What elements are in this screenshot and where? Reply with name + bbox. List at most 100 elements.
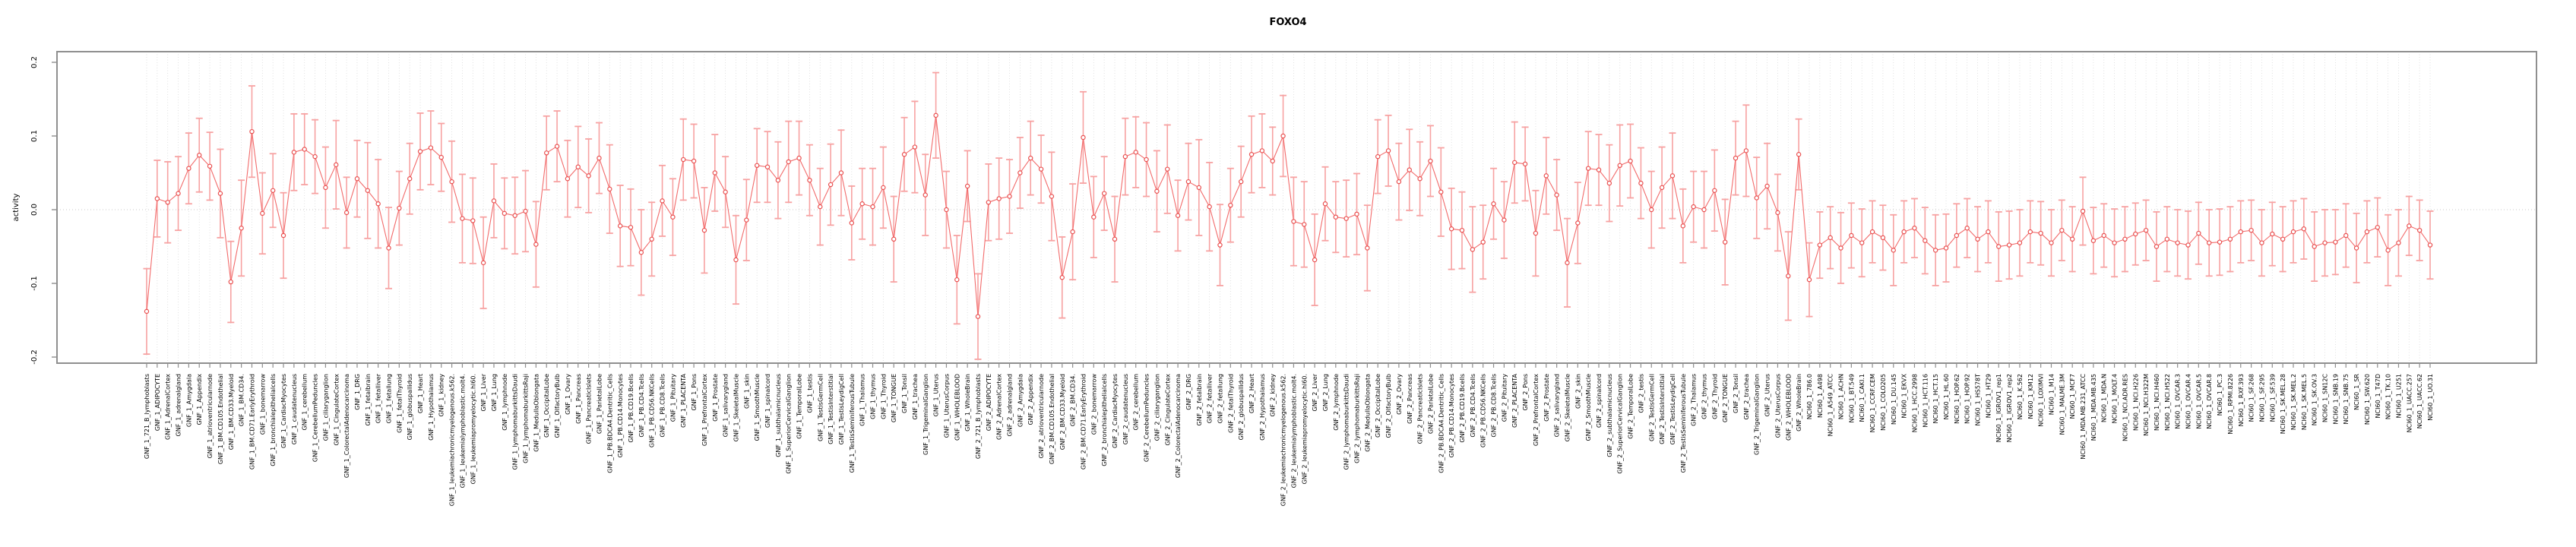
x-tick-label: GNF_2_Thalamus	[1691, 374, 1698, 426]
x-tick-label: GNF_1_CerebellumPeduncles	[312, 374, 319, 462]
data-point	[1996, 244, 2002, 249]
x-tick-label: GNF_2_leukemialymphoblastic.molt4.	[1290, 374, 1297, 488]
data-point	[2322, 240, 2328, 245]
data-point	[660, 198, 665, 204]
x-tick-label: NCI60_1_NCI.H460	[2154, 374, 2160, 431]
data-point	[954, 277, 960, 283]
data-point	[1596, 167, 1602, 172]
data-point	[881, 185, 886, 191]
x-tick-label: NCI60_1_OVCAR.8	[2206, 374, 2213, 429]
x-tick-label: GNF_2_Hypothalamus	[1259, 374, 1266, 441]
x-tick-label: GNF_1_WHOLEBLOOD	[954, 374, 960, 441]
data-point	[512, 213, 517, 218]
y-tick-label: 0.2	[30, 56, 39, 68]
data-point	[1333, 214, 1339, 220]
data-point	[775, 177, 781, 183]
x-tick-label: GNF_2_ADIPOCYTE	[986, 374, 992, 431]
data-point	[912, 144, 918, 150]
data-point	[2238, 229, 2243, 235]
x-tick-label: GNF_1_subthalamicnucleus	[775, 374, 782, 457]
x-tick-label: GNF_2_721_B_lymphoblasts	[975, 374, 982, 459]
x-tick-label: GNF_2_Pituitary	[1501, 374, 1508, 422]
x-tick-label: GNF_1_leukemiachronicmyelogenous.k562.	[449, 374, 456, 506]
x-tick-label: GNF_1_kidney	[438, 374, 445, 417]
data-point	[996, 196, 1002, 201]
data-point	[438, 154, 444, 160]
data-point	[1144, 157, 1149, 163]
data-point	[2090, 238, 2097, 243]
x-tick-label: GNF_1_salivarygland	[723, 374, 729, 437]
data-point	[2312, 244, 2317, 249]
data-point	[2364, 229, 2370, 235]
data-point	[386, 245, 391, 251]
data-point	[365, 188, 371, 193]
x-tick-label: NCI60_1_SW.620	[2364, 374, 2371, 425]
data-point	[449, 179, 454, 185]
data-point	[502, 210, 508, 217]
data-point	[2343, 232, 2349, 239]
x-tick-label: NCI60_1_MCF7	[2069, 374, 2076, 419]
x-tick-label: GNF_2_BM.CD34.	[1070, 374, 1077, 426]
x-tick-label: GNF_2_subthalamicnucleus	[1606, 374, 1613, 457]
data-point	[1365, 245, 1370, 251]
data-point	[2407, 223, 2412, 229]
data-point	[681, 157, 686, 163]
x-tick-label: GNF_2_BM.CD105.Endothelial	[1049, 374, 1055, 464]
data-point	[807, 177, 812, 183]
y-tick-label: 0.0	[30, 204, 39, 216]
data-point	[270, 188, 276, 193]
data-point	[176, 191, 181, 196]
x-tick-label: GNF_2_UterusCorpus	[1774, 374, 1781, 438]
x-tick-label: GNF_1_TestisSeminiferousTubule	[849, 374, 856, 473]
x-tick-label: GNF_2_DRG	[1185, 374, 1192, 410]
x-tick-label: NCI60_1_HOP.92	[1964, 374, 1971, 424]
x-tick-label: GNF_2_lymphnode	[1333, 374, 1340, 431]
x-tick-label: GNF_1_AdrenalCortex	[165, 374, 172, 440]
data-point	[1533, 230, 1539, 236]
x-tick-label: NCI60_1_SNB.19	[2332, 374, 2339, 424]
data-point	[2017, 240, 2023, 245]
data-point	[2101, 232, 2106, 239]
data-point	[964, 183, 970, 189]
data-point	[1459, 227, 1465, 233]
data-point	[1585, 166, 1591, 171]
data-point	[1764, 183, 1770, 189]
x-tick-label: NCI60_1_NCI.H522	[2164, 374, 2171, 431]
data-point	[1575, 220, 1581, 226]
data-point	[1954, 232, 1960, 239]
data-point	[723, 189, 728, 194]
x-tick-label: GNF_1_TestisInterstitial	[828, 374, 834, 444]
x-tick-label: GNF_2_CerebellumPeduncles	[1144, 374, 1150, 462]
data-point	[554, 144, 560, 149]
x-tick-label: NCI60_1_CCRF.CEM	[1869, 374, 1876, 432]
x-tick-label: NCI60_1_COLO205	[1880, 374, 1887, 431]
x-tick-label: NCI60_1_HCT.116	[1922, 374, 1929, 428]
x-tick-label: GNF_2_CardiacMyocytes	[1112, 374, 1119, 448]
x-tick-label: GNF_2_PB.CD56.NKCells	[1480, 374, 1487, 447]
x-tick-label: GNF_2_fetallung	[1217, 374, 1223, 423]
x-tick-label: NCI60_1_RXF.393	[2238, 374, 2245, 426]
data-point	[1312, 257, 1318, 263]
x-tick-label: NCI60_1_RPMI.8226	[2227, 374, 2234, 435]
data-point	[649, 236, 654, 242]
data-point	[2133, 231, 2138, 237]
data-point	[2080, 208, 2086, 214]
x-tick-label: GNF_2_Lung	[1322, 374, 1329, 411]
x-tick-label: GNF_1_721_B_lymphoblasts	[144, 374, 150, 459]
x-tick-label: GNF_2_TONGUE	[1722, 374, 1729, 422]
x-tick-label: GNF_1_PLACENTA	[680, 373, 687, 428]
x-tick-label: GNF_2_spinalcord	[1596, 374, 1603, 428]
data-point	[2006, 242, 2012, 248]
data-point	[1165, 166, 1170, 172]
data-point	[2143, 227, 2149, 233]
data-point	[2196, 230, 2201, 236]
data-point	[523, 208, 528, 214]
x-tick-label: NCI60_1_HCT.15	[1932, 374, 1939, 423]
x-tick-label: GNF_2_bronchialepithelialcells	[1101, 374, 1108, 466]
data-point	[217, 191, 223, 196]
x-tick-label: NCI60_1_TK.10	[2385, 374, 2392, 419]
x-tick-label: NCI60_1_SR	[2353, 374, 2360, 410]
data-point	[1385, 148, 1391, 153]
data-point	[354, 176, 360, 182]
data-point	[1964, 226, 1970, 231]
